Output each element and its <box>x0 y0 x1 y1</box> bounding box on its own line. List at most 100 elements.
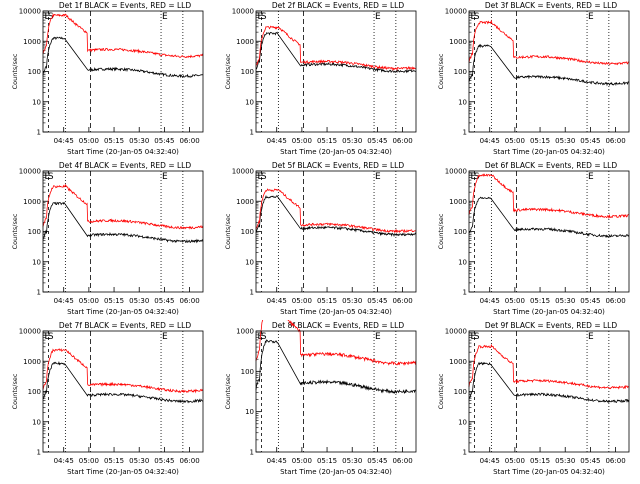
series-events <box>42 201 204 244</box>
chart-title: Det 1f BLACK = Events, RED = LLD <box>59 1 192 10</box>
detector-panel-8: Det 8f BLACK = Events, RED = LLD Counts/s… <box>213 306 426 484</box>
x-tick-label: 05:30 <box>129 457 149 465</box>
x-tick-label: 05:45 <box>154 297 174 305</box>
x-tick-label: 05:30 <box>129 137 149 145</box>
y-tick-label: 10000 <box>445 328 467 336</box>
plot-frame <box>468 10 630 133</box>
x-tick-label: 05:30 <box>555 137 575 145</box>
x-tick-label: 05:15 <box>317 457 337 465</box>
detector-panel-5: Det 5f BLACK = Events, RED = LLD Counts/s… <box>213 160 426 324</box>
series-lld <box>42 13 204 59</box>
x-tick-label: 06:00 <box>392 297 412 305</box>
y-tick-label: 1 <box>37 449 41 457</box>
series-lld <box>42 183 204 230</box>
event-marker-e: E <box>588 332 594 342</box>
series-events <box>255 339 416 395</box>
x-tick-label: 06:00 <box>605 457 625 465</box>
x-axis-label: Start Time (20-Jan-05 04:32:40) <box>67 148 179 156</box>
y-tick-label: 10 <box>32 258 41 266</box>
series-lld <box>468 173 630 220</box>
y-tick-label: 1000 <box>236 328 254 336</box>
x-tick-label: 06:00 <box>179 137 199 145</box>
x-tick-label: 06:00 <box>605 297 625 305</box>
plot-frame <box>42 170 204 293</box>
x-tick-label: 05:15 <box>530 137 550 145</box>
event-marker-e: E <box>45 12 51 22</box>
y-tick-label: 100 <box>454 68 467 76</box>
x-tick-label: 05:45 <box>367 137 387 145</box>
chart-title: Det 2f BLACK = Events, RED = LLD <box>272 1 405 10</box>
event-marker-s: S <box>474 332 480 342</box>
event-marker-e: E <box>375 172 381 182</box>
x-tick-label: 04:45 <box>54 137 74 145</box>
x-tick-label: 05:00 <box>79 137 99 145</box>
y-tick-label: 1 <box>463 289 467 297</box>
x-tick-label: 05:00 <box>79 297 99 305</box>
y-tick-label: 1000 <box>449 198 467 206</box>
x-tick-label: 05:45 <box>367 297 387 305</box>
event-marker-s: S <box>48 172 54 182</box>
x-tick-label: 05:30 <box>342 457 362 465</box>
y-tick-label: 100 <box>241 368 254 376</box>
event-marker-e: E <box>45 172 51 182</box>
y-axis-label: Counts/sec <box>11 213 19 249</box>
y-axis-label: Counts/sec <box>437 373 445 409</box>
detector-chart-9: Det 9f BLACK = Events, RED = LLD Counts/s… <box>437 321 630 476</box>
event-marker-e: E <box>588 172 594 182</box>
y-axis-label: Counts/sec <box>437 53 445 89</box>
x-axis-label: Start Time (20-Jan-05 04:32:40) <box>280 148 392 156</box>
y-tick-label: 1 <box>250 449 254 457</box>
x-axis-label: Start Time (20-Jan-05 04:32:40) <box>493 468 605 476</box>
x-axis-label: Start Time (20-Jan-05 04:32:40) <box>280 468 392 476</box>
y-tick-label: 1 <box>37 129 41 137</box>
y-tick-label: 1 <box>250 289 254 297</box>
event-marker-e: E <box>258 172 264 182</box>
event-marker-s: S <box>474 172 480 182</box>
x-tick-label: 05:30 <box>129 297 149 305</box>
x-tick-label: 05:15 <box>104 297 124 305</box>
x-axis-label: Start Time (20-Jan-05 04:32:40) <box>493 308 605 316</box>
y-tick-label: 10000 <box>19 8 41 16</box>
chart-title: Det 4f BLACK = Events, RED = LLD <box>59 161 192 170</box>
detector-chart-3: Det 3f BLACK = Events, RED = LLD Counts/s… <box>437 1 630 156</box>
y-tick-label: 10 <box>32 98 41 106</box>
event-marker-e: E <box>471 332 477 342</box>
chart-title: Det 7f BLACK = Events, RED = LLD <box>59 321 192 330</box>
event-marker-e: E <box>375 12 381 22</box>
y-tick-label: 1 <box>463 129 467 137</box>
y-tick-label: 10 <box>245 408 254 416</box>
y-tick-label: 10 <box>245 98 254 106</box>
y-axis-label: Counts/sec <box>11 53 19 89</box>
x-tick-label: 05:00 <box>505 457 525 465</box>
event-marker-e: E <box>162 172 168 182</box>
x-tick-label: 05:00 <box>292 297 312 305</box>
y-tick-label: 100 <box>28 228 41 236</box>
chart-title: Det 9f BLACK = Events, RED = LLD <box>485 321 618 330</box>
y-tick-label: 1000 <box>449 358 467 366</box>
x-axis-label: Start Time (20-Jan-05 04:32:40) <box>67 308 179 316</box>
x-tick-label: 05:00 <box>292 457 312 465</box>
y-tick-label: 1000 <box>449 38 467 46</box>
y-axis-label: Counts/sec <box>11 373 19 409</box>
x-tick-label: 05:30 <box>555 457 575 465</box>
x-tick-label: 06:00 <box>392 457 412 465</box>
y-tick-label: 10000 <box>232 8 254 16</box>
event-marker-e: E <box>375 332 381 342</box>
x-tick-label: 05:15 <box>317 137 337 145</box>
detector-chart-5: Det 5f BLACK = Events, RED = LLD Counts/s… <box>224 161 417 316</box>
event-marker-e: E <box>471 12 477 22</box>
chart-title: Det 5f BLACK = Events, RED = LLD <box>272 161 405 170</box>
series-events <box>468 196 630 238</box>
y-tick-label: 10000 <box>445 8 467 16</box>
x-tick-label: 05:15 <box>530 457 550 465</box>
x-tick-label: 05:15 <box>104 137 124 145</box>
series-lld <box>42 348 204 394</box>
detector-chart-8: Det 8f BLACK = Events, RED = LLD Counts/s… <box>224 306 417 476</box>
series-events <box>43 361 204 404</box>
x-tick-label: 06:00 <box>179 457 199 465</box>
series-lld <box>468 343 629 390</box>
y-tick-label: 10 <box>245 258 254 266</box>
y-tick-label: 10000 <box>19 328 41 336</box>
x-tick-label: 05:00 <box>505 297 525 305</box>
event-marker-e: E <box>471 172 477 182</box>
